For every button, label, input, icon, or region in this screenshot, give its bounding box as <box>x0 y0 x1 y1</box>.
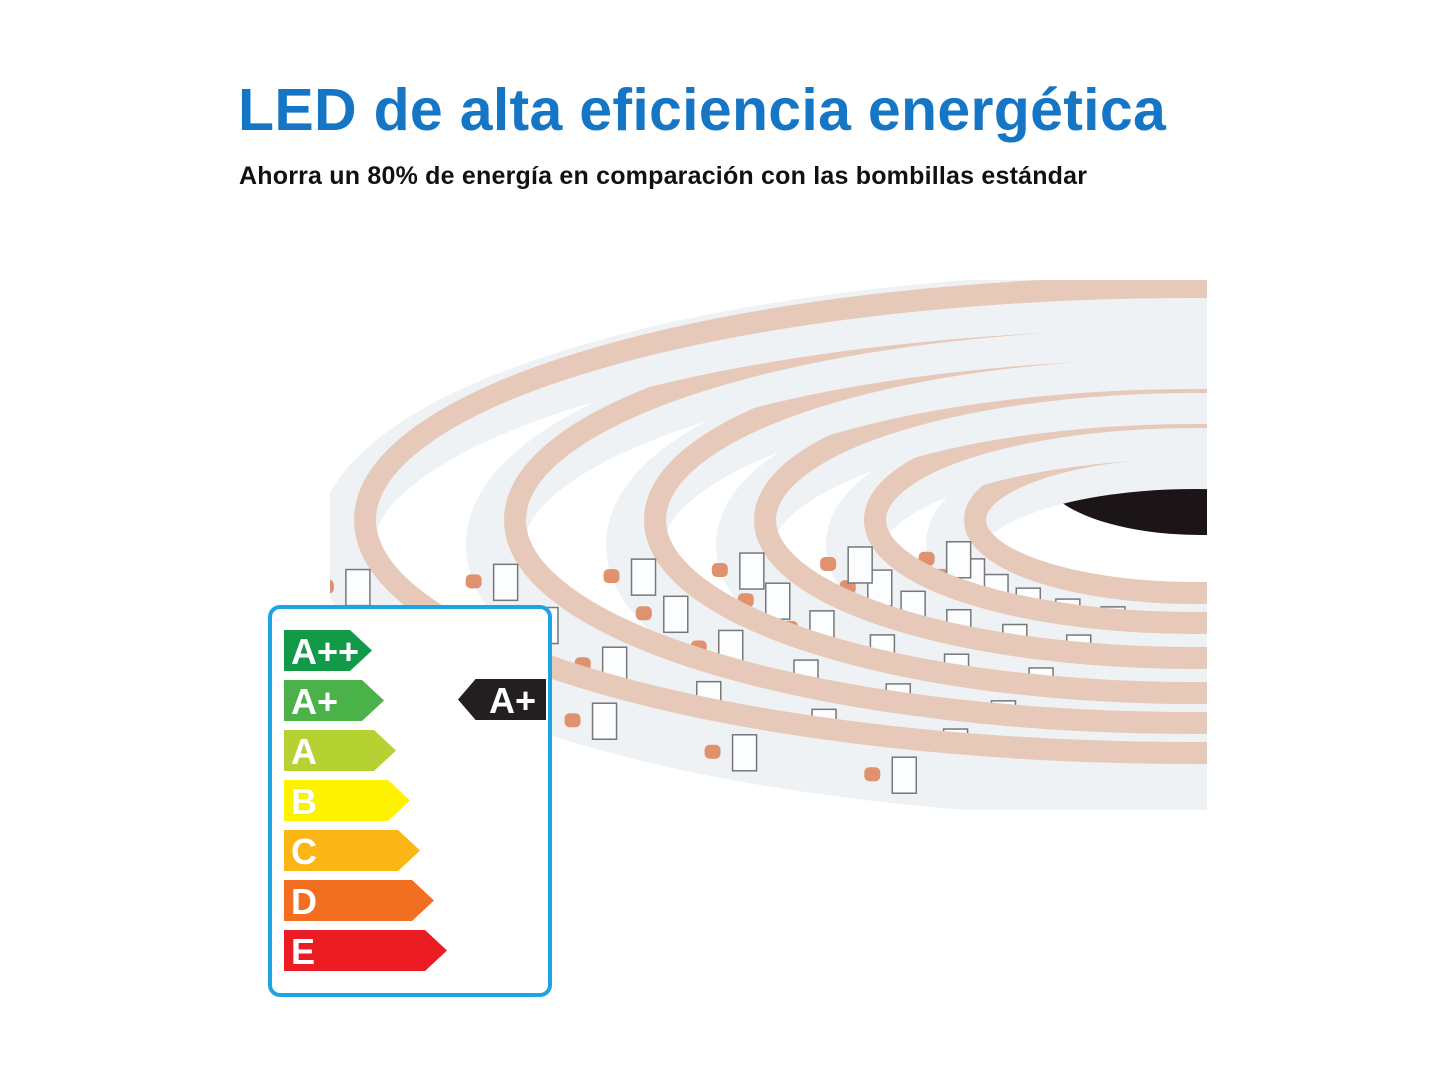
strip-ring-tape <box>354 280 1207 764</box>
led-chip <box>945 541 972 579</box>
led-chip <box>765 582 791 620</box>
solder-pad <box>465 574 482 589</box>
solder-pad <box>635 606 652 621</box>
energy-rating-indicator: A+ <box>458 679 546 720</box>
energy-class-d: D <box>284 880 434 921</box>
led-chip <box>891 756 918 794</box>
solder-pad <box>603 569 620 584</box>
energy-class-c: C <box>284 830 420 871</box>
energy-class-a: A <box>284 730 396 771</box>
energy-class-aplus: A+ <box>284 680 384 721</box>
solder-pad <box>864 767 881 782</box>
solder-pad <box>330 579 334 594</box>
strip-ring-face <box>330 280 1207 810</box>
led-chip <box>847 546 873 584</box>
solder-pad <box>704 744 721 759</box>
led-chip <box>663 595 689 634</box>
energy-class-e: E <box>284 930 447 971</box>
page-subtitle: Ahorra un 80% de energía en comparación … <box>239 162 1088 190</box>
led-chip <box>630 558 657 596</box>
energy-class-b: B <box>284 780 410 821</box>
led-chip <box>591 702 618 740</box>
led-chip <box>739 552 765 590</box>
energy-class-aplusplus: A++ <box>284 630 372 671</box>
energy-label: A++ A+ A B C D E A+ <box>268 605 552 997</box>
solder-pad <box>820 556 837 571</box>
page-title: LED de alta eficiencia energética <box>238 77 1167 143</box>
solder-pad <box>564 713 581 728</box>
led-chip <box>345 568 371 607</box>
led-chip <box>731 734 758 772</box>
solder-pad <box>711 563 728 578</box>
led-chip <box>492 563 519 602</box>
